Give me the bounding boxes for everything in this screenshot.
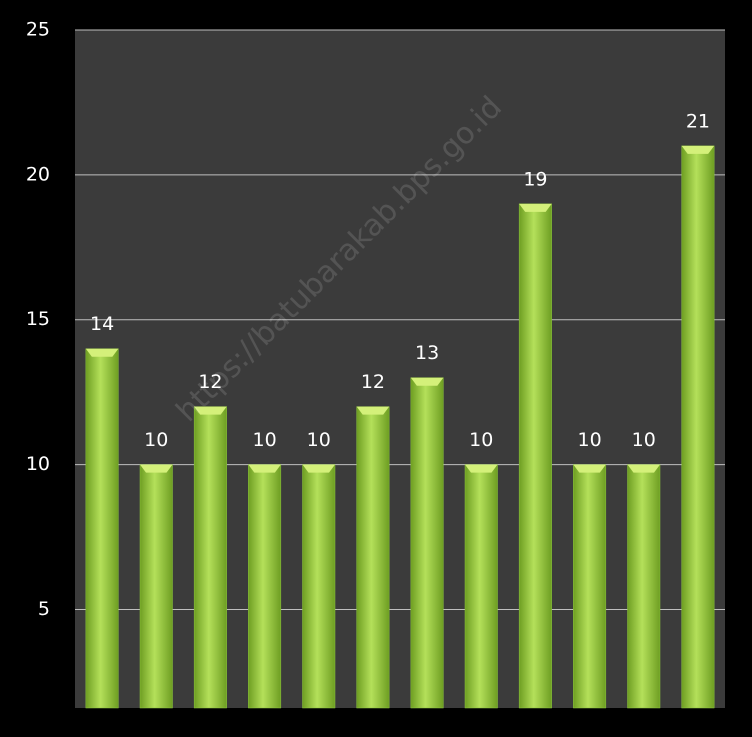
y-tick-label: 20: [26, 163, 50, 185]
bar: [139, 464, 173, 709]
bar-cap: [356, 406, 390, 415]
bar: [464, 464, 498, 709]
bar: [248, 464, 282, 709]
data-label: 10: [144, 429, 168, 451]
bar: [356, 406, 390, 709]
bar: [627, 464, 661, 709]
data-label: 10: [469, 429, 493, 451]
y-tick-label: 10: [26, 453, 50, 475]
bar: [681, 145, 715, 709]
data-label: 12: [361, 371, 385, 393]
data-label: 10: [252, 429, 276, 451]
bar: [85, 348, 119, 709]
bar: [193, 406, 227, 709]
y-tick-label: 15: [26, 308, 50, 330]
bar-cap: [410, 377, 444, 386]
bar-cap: [85, 348, 119, 357]
bar-cap: [302, 464, 335, 473]
y-tick-label: 5: [38, 598, 50, 620]
bar: [302, 464, 336, 709]
data-label: 19: [523, 168, 547, 190]
data-label: 13: [415, 342, 439, 364]
data-label: 21: [686, 110, 710, 132]
y-tick-label: 25: [26, 19, 50, 41]
bar-cap: [465, 464, 498, 473]
bar-cap: [248, 464, 281, 473]
data-label: 10: [577, 429, 601, 451]
data-label: 14: [90, 313, 114, 335]
bar-cap: [194, 406, 227, 415]
bar: [518, 203, 552, 709]
bar-cap: [140, 464, 173, 473]
bar: [573, 464, 607, 709]
data-label: 12: [198, 371, 222, 393]
bar-cap: [627, 464, 660, 473]
bar-cap: [519, 203, 552, 212]
bar-cap: [573, 464, 606, 473]
plot-area: [75, 30, 725, 708]
data-label: 10: [632, 429, 656, 451]
bar-cap: [681, 145, 715, 154]
bar: [410, 377, 444, 709]
data-label: 10: [307, 429, 331, 451]
